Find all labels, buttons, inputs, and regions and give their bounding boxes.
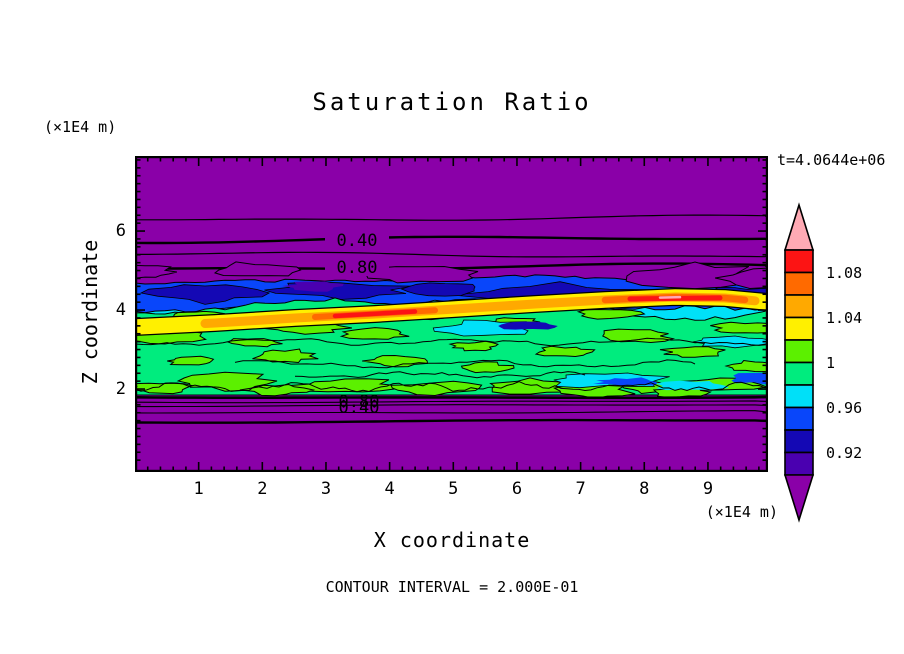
contour-label-top-080: 0.80	[337, 258, 378, 278]
z-tick-label: 4	[115, 300, 126, 321]
colorbar-segment	[784, 451, 814, 476]
colorbar-segment	[784, 271, 814, 296]
contour-interval-caption: CONTOUR INTERVAL = 2.000E-01	[325, 578, 579, 596]
x-tick-label: 4	[384, 479, 395, 499]
z-axis-title: Z coordinate	[78, 239, 102, 385]
x-tick-label: 8	[639, 479, 650, 499]
colorbar-segment	[784, 429, 814, 454]
x-tick-label: 2	[257, 479, 268, 499]
x-axis-unit-label: (×1E4 m)	[705, 503, 778, 521]
colorbar-label: 1.08	[826, 264, 862, 282]
colorbar-label: 0.92	[826, 444, 862, 462]
colorbar-label: 1.04	[826, 309, 862, 327]
colorbar-under-arrow	[783, 474, 815, 523]
x-tick-label: 5	[448, 479, 459, 499]
x-tick-label: 1	[193, 479, 204, 499]
colorbar-segment	[784, 406, 814, 431]
colorbar: 1.08 1.04 1 0.96 0.92	[783, 202, 862, 523]
time-annotation: t=4.0644e+06	[777, 151, 886, 169]
contour-label-top-040: 0.40	[337, 231, 378, 251]
contour-label-bottom-080: 0.80	[339, 392, 380, 412]
page-title: Saturation Ratio	[312, 88, 592, 116]
colorbar-segment	[784, 316, 814, 341]
contour-label-bottom-040: 0.40	[339, 398, 380, 418]
x-tick-label: 7	[575, 479, 586, 499]
x-tick-label: 9	[702, 479, 714, 499]
z-axis-unit-label: (×1E4 m)	[44, 118, 117, 136]
contour-plot: 0.400.800.800.40	[135, 156, 768, 472]
z-tick-label: 2	[115, 379, 126, 400]
colorbar-segment	[784, 384, 814, 409]
colorbar-label: 0.96	[826, 399, 862, 417]
colorbar-segment	[784, 361, 814, 386]
x-axis-title: X coordinate	[373, 528, 531, 552]
colorbar-segment	[784, 249, 814, 274]
z-tick-label: 6	[115, 221, 126, 242]
x-tick-label: 3	[320, 479, 332, 499]
colorbar-label: 1	[826, 354, 835, 372]
x-tick-label: 6	[511, 479, 523, 499]
colorbar-segment	[784, 339, 814, 364]
colorbar-segment	[784, 294, 814, 319]
colorbar-over-arrow	[783, 202, 815, 251]
